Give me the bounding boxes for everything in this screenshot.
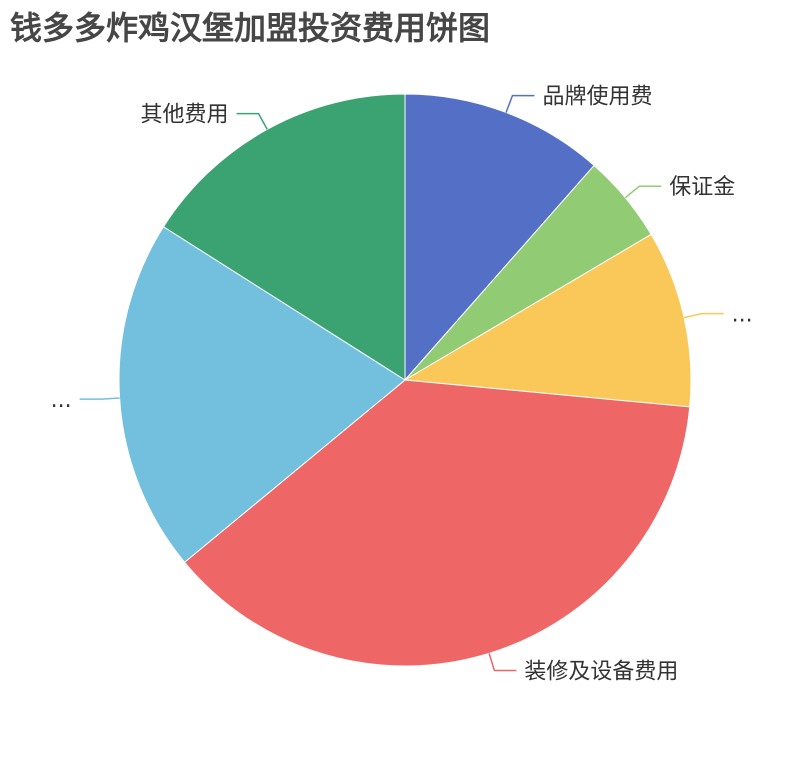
label-leader-line — [236, 112, 268, 130]
label-leader-line — [683, 312, 724, 319]
label-leader-line — [505, 94, 535, 113]
pie-slice[interactable] — [404, 93, 595, 381]
slice-label: ... — [51, 388, 72, 413]
slice-label: 品牌使用费 — [542, 85, 652, 110]
slice-label: ... — [732, 303, 753, 328]
pie-slice[interactable] — [118, 226, 406, 563]
chart-title: 钱多多炸鸡汉堡加盟投资费用饼图 — [10, 9, 491, 47]
pie-slice[interactable] — [163, 93, 406, 381]
pie-slice[interactable] — [184, 379, 691, 667]
pie-slices — [118, 93, 692, 667]
pie-slice[interactable] — [404, 233, 692, 408]
slice-label: 装修及设备费用 — [524, 660, 678, 685]
slice-label: 保证金 — [669, 175, 735, 200]
label-leader-line — [624, 185, 662, 199]
label-leader-line — [488, 653, 517, 672]
slice-label: 其他费用 — [141, 103, 229, 128]
label-leader-line — [79, 397, 120, 400]
